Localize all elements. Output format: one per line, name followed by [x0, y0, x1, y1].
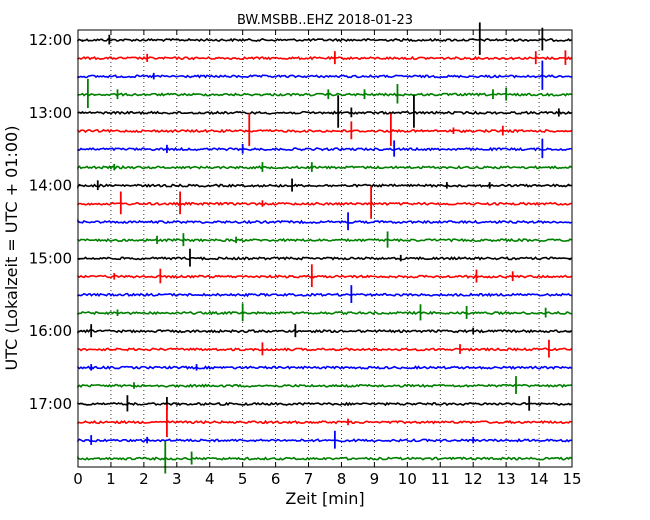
chart-title: BW.MSBB..EHZ 2018-01-23 — [237, 13, 413, 28]
traces — [77, 22, 573, 474]
y-tick-label: 14:00 — [29, 177, 72, 195]
trace-line — [77, 219, 572, 225]
y-axis-label: UTC (Lokalzeit = UTC + 01:00) — [2, 126, 21, 371]
trace-line — [77, 37, 572, 43]
trace-line — [77, 128, 572, 134]
trace-line — [77, 237, 572, 243]
x-tick-label: 14 — [530, 470, 549, 488]
trace-line — [77, 401, 572, 407]
trace-line — [77, 310, 572, 316]
x-axis: 0 1 2 3 4 5 6 7 8 9 10 11 12 13 14 15 — [73, 30, 582, 488]
trace-line — [77, 92, 572, 97]
x-tick-label: 1 — [106, 470, 116, 488]
x-axis-label: Zeit [min] — [285, 489, 364, 508]
trace-line — [77, 274, 572, 279]
x-tick-label: 5 — [238, 470, 248, 488]
x-tick-label: 9 — [370, 470, 380, 488]
x-tick-label: 4 — [205, 470, 215, 488]
x-tick-label: 13 — [497, 470, 516, 488]
trace-line — [77, 292, 572, 298]
y-axis: 12:00 13:00 14:00 15:00 16:00 17:00 — [29, 31, 572, 413]
trace-line — [77, 165, 572, 170]
x-tick-label: 6 — [271, 470, 281, 488]
x-tick-label: 12 — [464, 470, 483, 488]
trace-line — [77, 365, 572, 370]
x-tick-label: 2 — [139, 470, 149, 488]
y-tick-label: 15:00 — [29, 249, 72, 267]
trace-line — [77, 456, 572, 461]
y-tick-label: 12:00 — [29, 31, 72, 49]
trace-line — [77, 347, 573, 352]
y-tick-label: 13:00 — [29, 104, 72, 122]
plot-frame — [77, 29, 573, 468]
x-tick-label: 0 — [73, 470, 83, 488]
x-tick-label: 11 — [431, 470, 450, 488]
trace-line — [77, 201, 572, 207]
trace-line — [77, 110, 572, 116]
trace-line — [77, 183, 572, 189]
grid-lines — [110, 30, 540, 467]
trace-line — [77, 55, 573, 61]
trace-line — [77, 256, 573, 261]
trace-line — [77, 383, 572, 389]
y-tick-label: 16:00 — [29, 322, 72, 340]
x-tick-label: 3 — [172, 470, 182, 488]
x-tick-label: 8 — [337, 470, 347, 488]
trace-line — [77, 74, 572, 79]
trace-line — [77, 328, 573, 334]
x-tick-label: 15 — [562, 470, 581, 488]
trace-line — [77, 437, 572, 443]
trace-line — [77, 146, 572, 152]
x-tick-label: 10 — [398, 470, 417, 488]
x-tick-label: 7 — [304, 470, 314, 488]
y-tick-label: 17:00 — [29, 395, 72, 413]
trace-line — [77, 419, 572, 425]
